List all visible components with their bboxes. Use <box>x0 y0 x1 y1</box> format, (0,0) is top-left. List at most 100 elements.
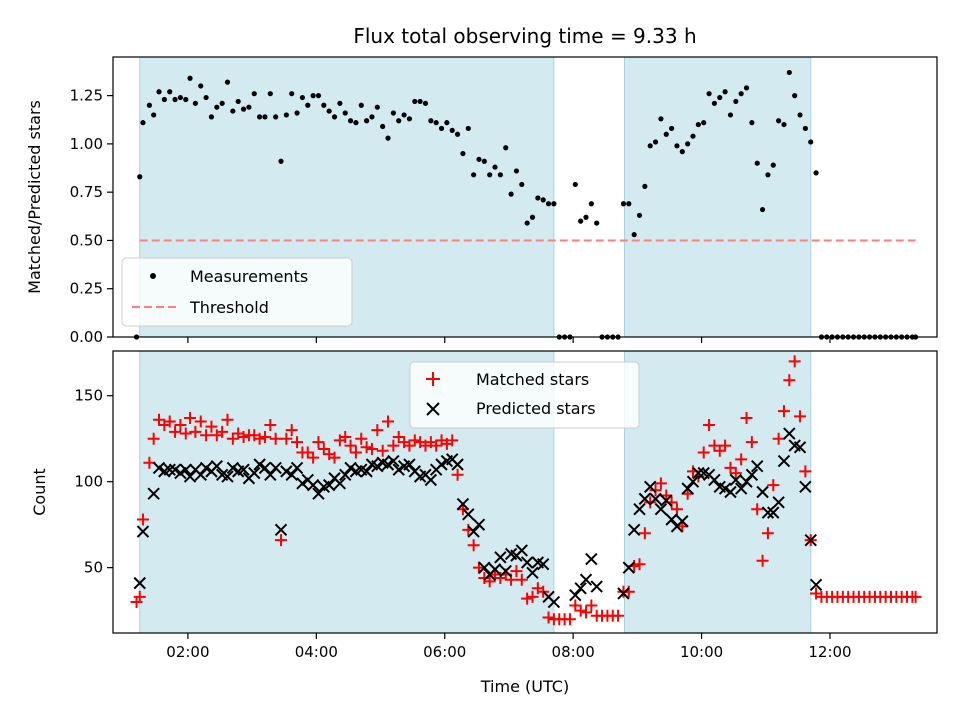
bottom-legend-box <box>409 361 640 429</box>
predicted-star-point <box>729 473 743 487</box>
predicted-star-point <box>660 494 673 507</box>
predicted-star-point <box>676 515 689 528</box>
predicted-star-point <box>258 461 272 475</box>
measurement-point <box>524 220 530 226</box>
measurement-point <box>669 125 675 132</box>
measurement-point <box>140 120 146 126</box>
measurement-point <box>380 123 386 130</box>
predicted-star-point <box>280 465 293 478</box>
predicted-star-point <box>499 564 512 578</box>
predicted-star-point <box>152 461 166 475</box>
measurement-point <box>465 125 471 132</box>
predicted-star-point <box>306 478 320 492</box>
measurement-point <box>471 172 477 178</box>
predicted-star-point <box>767 506 780 519</box>
measurement-point <box>438 125 445 132</box>
matched-star-point <box>200 429 213 442</box>
legend-matched-label: Matched stars <box>476 370 589 389</box>
matched-star-point <box>280 432 293 445</box>
y-tick-label: 50 <box>84 559 103 577</box>
matched-star-point <box>317 443 330 456</box>
predicted-star-point <box>456 497 470 511</box>
measurement-point <box>492 164 498 170</box>
predicted-star-point <box>622 561 636 574</box>
matched-star-point <box>147 432 160 445</box>
matched-star-point <box>467 539 480 552</box>
measurement-point <box>711 100 718 106</box>
predicted-star-point <box>424 473 438 487</box>
measurement-point <box>631 232 637 238</box>
matched-star-point <box>371 424 384 437</box>
bottom-points <box>130 355 922 626</box>
measurement-point <box>364 118 370 124</box>
predicted-star-point <box>734 482 748 495</box>
measurement-point <box>545 201 552 207</box>
predicted-star-point <box>199 461 213 475</box>
matched-star-point <box>392 430 405 443</box>
measurement-point <box>289 91 295 97</box>
predicted-star-point <box>515 544 528 557</box>
matched-star-point <box>179 427 192 440</box>
matched-star-point <box>349 446 362 459</box>
predicted-star-point <box>296 477 309 490</box>
measurement-point <box>808 139 814 145</box>
predicted-star-point <box>665 513 678 526</box>
measurement-point <box>513 168 520 174</box>
measurement-point <box>706 91 712 97</box>
measurement-point <box>776 118 782 124</box>
top-title: Flux total observing time = 9.33 h <box>353 24 696 48</box>
measurement-point <box>792 93 798 99</box>
matched-star-point <box>563 613 576 626</box>
measurement-point <box>738 91 744 97</box>
measurement-point <box>299 94 306 101</box>
measurement-point <box>251 91 257 97</box>
predicted-star-point <box>136 525 150 538</box>
matched-star-point <box>264 418 277 431</box>
y-tick-label: 150 <box>74 387 103 405</box>
measurement-point <box>167 89 173 95</box>
x-tick-label: 08:00 <box>552 643 595 661</box>
measurement-point <box>342 110 348 116</box>
matched-star-point <box>777 405 790 418</box>
measurement-point <box>695 121 701 128</box>
top-axes-frame <box>112 56 938 338</box>
measurement-point <box>749 120 755 126</box>
measurement-point <box>369 114 375 120</box>
predicted-star-point <box>290 461 304 475</box>
matched-star-point <box>654 477 667 490</box>
matched-star-point <box>569 599 582 612</box>
measurement-point <box>647 143 653 149</box>
y-tick-label: 0.75 <box>70 183 103 201</box>
matched-star-point <box>376 444 389 457</box>
matched-star-point <box>430 439 443 452</box>
measurement-point <box>765 172 771 178</box>
measurement-point <box>246 104 252 110</box>
measurement-point <box>444 120 450 126</box>
matched-star-point <box>253 432 266 445</box>
predicted-star-point <box>194 468 207 482</box>
measurement-point <box>177 94 184 101</box>
measurement-point <box>347 118 354 124</box>
predicted-star-point <box>756 485 769 499</box>
measurement-point <box>476 156 482 162</box>
predicted-star-point <box>387 454 400 468</box>
measurement-point <box>401 112 407 118</box>
predicted-star-point <box>133 576 146 590</box>
measurement-point <box>422 100 429 106</box>
bottom-yticks: 50 100 150 <box>74 387 113 577</box>
measurement-point <box>754 160 760 166</box>
matched-star-point <box>799 465 812 478</box>
top-panel: 0.00 0.25 0.50 0.75 1.00 1.25 Flux total obse… <box>25 24 938 346</box>
measurement-point <box>273 114 279 120</box>
measurement-point <box>652 139 659 145</box>
predicted-star-point <box>163 463 176 476</box>
measurement-point <box>620 201 627 207</box>
measurement-point <box>674 143 680 149</box>
matched-star-point <box>133 590 146 603</box>
x-tick-label: 02:00 <box>166 643 209 661</box>
predicted-star-point <box>253 458 266 471</box>
matched-star-point <box>291 436 304 449</box>
predicted-star-point <box>435 458 448 471</box>
